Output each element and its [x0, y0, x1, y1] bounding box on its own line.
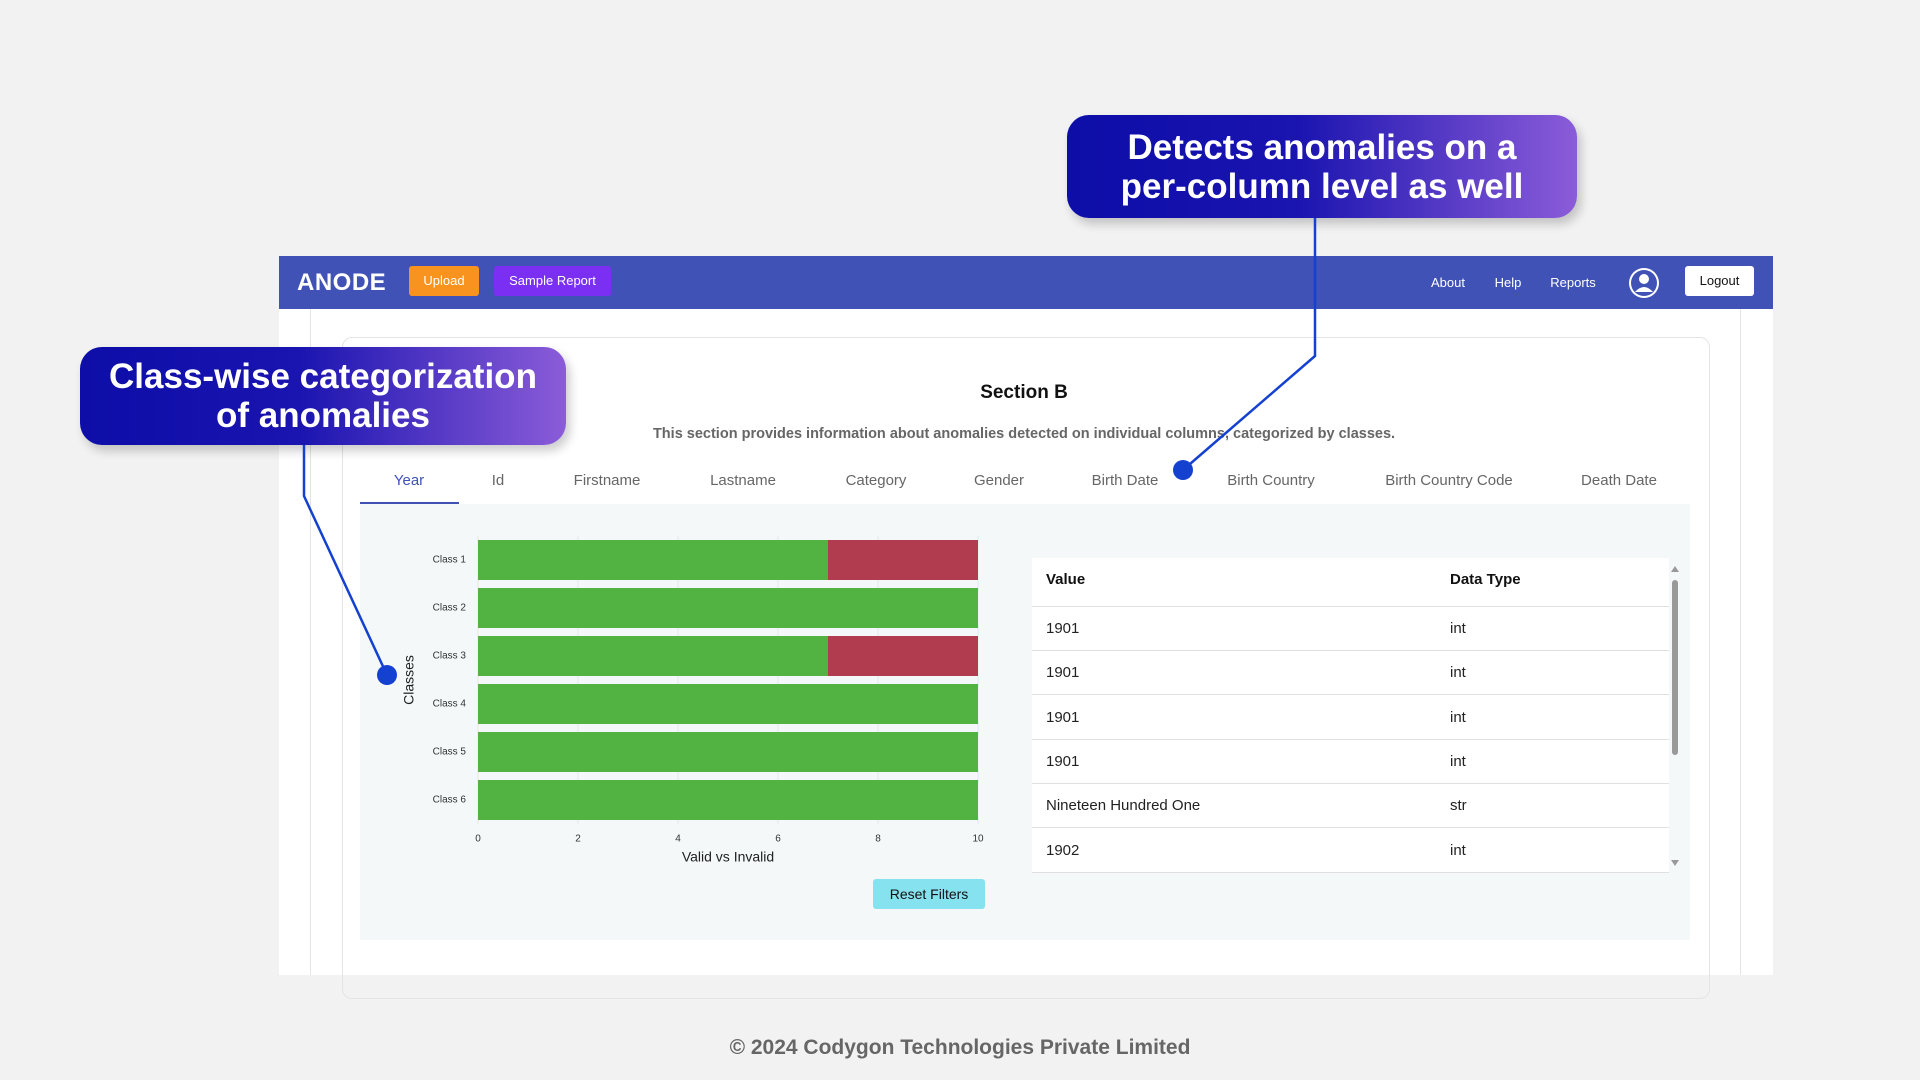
tab[interactable]: Category — [845, 472, 907, 489]
bar — [828, 540, 978, 580]
x-axis-label: Valid vs Invalid — [682, 849, 774, 865]
tab[interactable]: Birth Country Code — [1385, 472, 1513, 489]
tab[interactable]: Gender — [973, 472, 1025, 489]
row-divider — [1032, 650, 1669, 651]
x-tick-label: 4 — [675, 834, 681, 845]
logout-button[interactable]: Logout — [1685, 266, 1754, 296]
table-cell: int — [1450, 752, 1466, 770]
callout: Detects anomalies on a per-column level … — [1067, 115, 1577, 218]
x-tick-label: 6 — [775, 834, 781, 845]
nav-link[interactable]: About — [1431, 275, 1465, 290]
row-divider — [1032, 694, 1669, 696]
y-tick-label: Class 1 — [433, 555, 467, 566]
connector-dot — [377, 665, 397, 685]
bar — [478, 732, 978, 772]
y-tick-label: Class 4 — [433, 699, 467, 710]
tab[interactable]: Firstname — [573, 472, 641, 489]
reset-button[interactable]: Reset Filters — [873, 879, 985, 909]
table-cell: 1901 — [1046, 708, 1080, 726]
connector — [1182, 218, 1317, 471]
logo[interactable]: ANODE — [297, 269, 387, 296]
x-tick-label: 8 — [875, 834, 881, 845]
y-tick-label: Class 5 — [433, 747, 467, 758]
row-divider — [1032, 871, 1669, 873]
table: Value Data Type 1901 int 1901 int 1901 int 1901 i… — [1032, 558, 1669, 873]
tab[interactable]: Year — [393, 472, 425, 489]
tab[interactable]: Lastname — [710, 472, 776, 489]
table-cell: 1902 — [1046, 841, 1080, 859]
table-cell: int — [1450, 708, 1466, 726]
table-cell: 1901 — [1046, 620, 1080, 637]
x-tick-label: 2 — [575, 834, 581, 845]
table-cell: int — [1450, 841, 1466, 859]
table-cell: 1901 — [1046, 752, 1080, 770]
bar — [478, 636, 828, 676]
tab[interactable]: Birth Date — [1091, 472, 1159, 489]
tab[interactable]: Death Date — [1581, 472, 1657, 489]
table-cell: int — [1450, 620, 1466, 637]
y-axis-label: Classes — [401, 655, 417, 705]
section-description: This section provides information about … — [652, 426, 1396, 442]
scrollbar[interactable] — [1671, 566, 1679, 866]
row-divider — [1032, 738, 1669, 740]
x-tick-label: 10 — [972, 834, 984, 845]
card — [342, 337, 1710, 999]
connector-dot — [1173, 460, 1193, 480]
tab[interactable]: Birth Country — [1227, 472, 1315, 489]
table-cell: 1901 — [1046, 664, 1080, 682]
user-icon[interactable] — [1627, 266, 1661, 300]
bar — [478, 540, 828, 580]
navbar: ANODE Upload Sample Report About Help Re… — [279, 256, 1773, 309]
sample-report-button[interactable]: Sample Report — [494, 266, 611, 296]
panel — [310, 309, 1741, 975]
nav-link[interactable]: Help — [1494, 275, 1522, 290]
row-divider — [1032, 827, 1669, 829]
bar — [828, 636, 978, 676]
connector — [302, 445, 389, 676]
row-divider — [1032, 606, 1669, 607]
tab-underline — [360, 502, 459, 504]
table-header: Data Type — [1450, 571, 1521, 588]
table-cell: int — [1450, 664, 1466, 682]
table-cell: Nineteen Hundred One — [1046, 797, 1201, 815]
table-header: Value — [1046, 571, 1086, 588]
y-tick-label: Class 3 — [433, 651, 467, 662]
y-tick-label: Class 2 — [433, 603, 467, 614]
y-tick-label: Class 6 — [433, 795, 467, 806]
tab[interactable]: Id — [491, 472, 505, 489]
footer: © 2024 Codygon Technologies Private Limi… — [729, 1036, 1191, 1059]
bar — [478, 684, 978, 724]
callout: Class-wise categorization of anomalies — [80, 347, 566, 445]
row-divider — [1032, 782, 1669, 784]
upload-button[interactable]: Upload — [409, 266, 479, 296]
nav-link[interactable]: Reports — [1550, 275, 1596, 290]
bar — [478, 588, 978, 628]
section-title: Section B — [980, 382, 1068, 403]
bar — [478, 780, 978, 820]
table-cell: str — [1450, 797, 1467, 815]
x-tick-label: 0 — [475, 834, 481, 845]
